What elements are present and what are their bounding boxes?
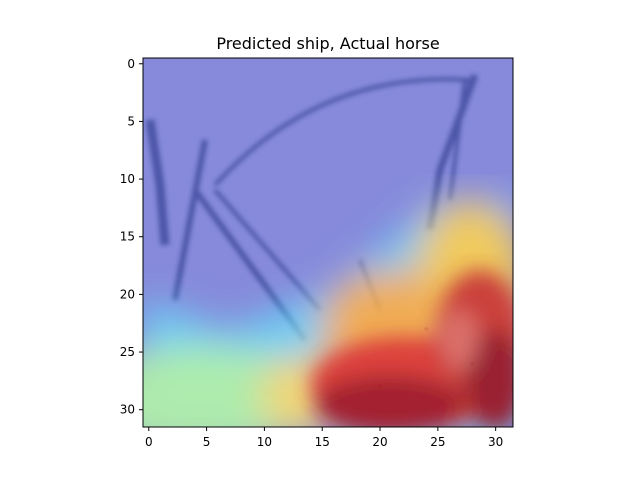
- y-tick-label: 20: [120, 287, 135, 301]
- x-tick-label: 15: [315, 435, 330, 449]
- x-tick-label: 0: [145, 435, 153, 449]
- hotspot-marks: [378, 326, 475, 389]
- heatmap-image: [143, 58, 513, 427]
- y-tick-label: 25: [120, 345, 135, 359]
- y-axis: 0 5 10 15 20 25 30: [120, 57, 143, 417]
- heat-hotspot: [424, 326, 429, 331]
- heat-overlay: [143, 58, 513, 427]
- x-axis: 0 5 10 15 20 25 30: [145, 427, 503, 449]
- heat-hotspot: [378, 384, 383, 389]
- heat-hotspot: [470, 361, 475, 366]
- x-tick-label: 5: [203, 435, 211, 449]
- x-tick-label: 30: [488, 435, 503, 449]
- y-tick-label: 15: [120, 230, 135, 244]
- y-tick-label: 0: [127, 57, 135, 71]
- plot-frame: [142, 57, 514, 428]
- x-tick-label: 10: [257, 435, 272, 449]
- chart-title: Predicted ship, Actual horse: [216, 34, 439, 53]
- y-tick-label: 30: [120, 403, 135, 417]
- x-tick-label: 25: [430, 435, 445, 449]
- y-tick-label: 5: [127, 114, 135, 128]
- y-tick-label: 10: [120, 172, 135, 186]
- x-tick-label: 20: [372, 435, 387, 449]
